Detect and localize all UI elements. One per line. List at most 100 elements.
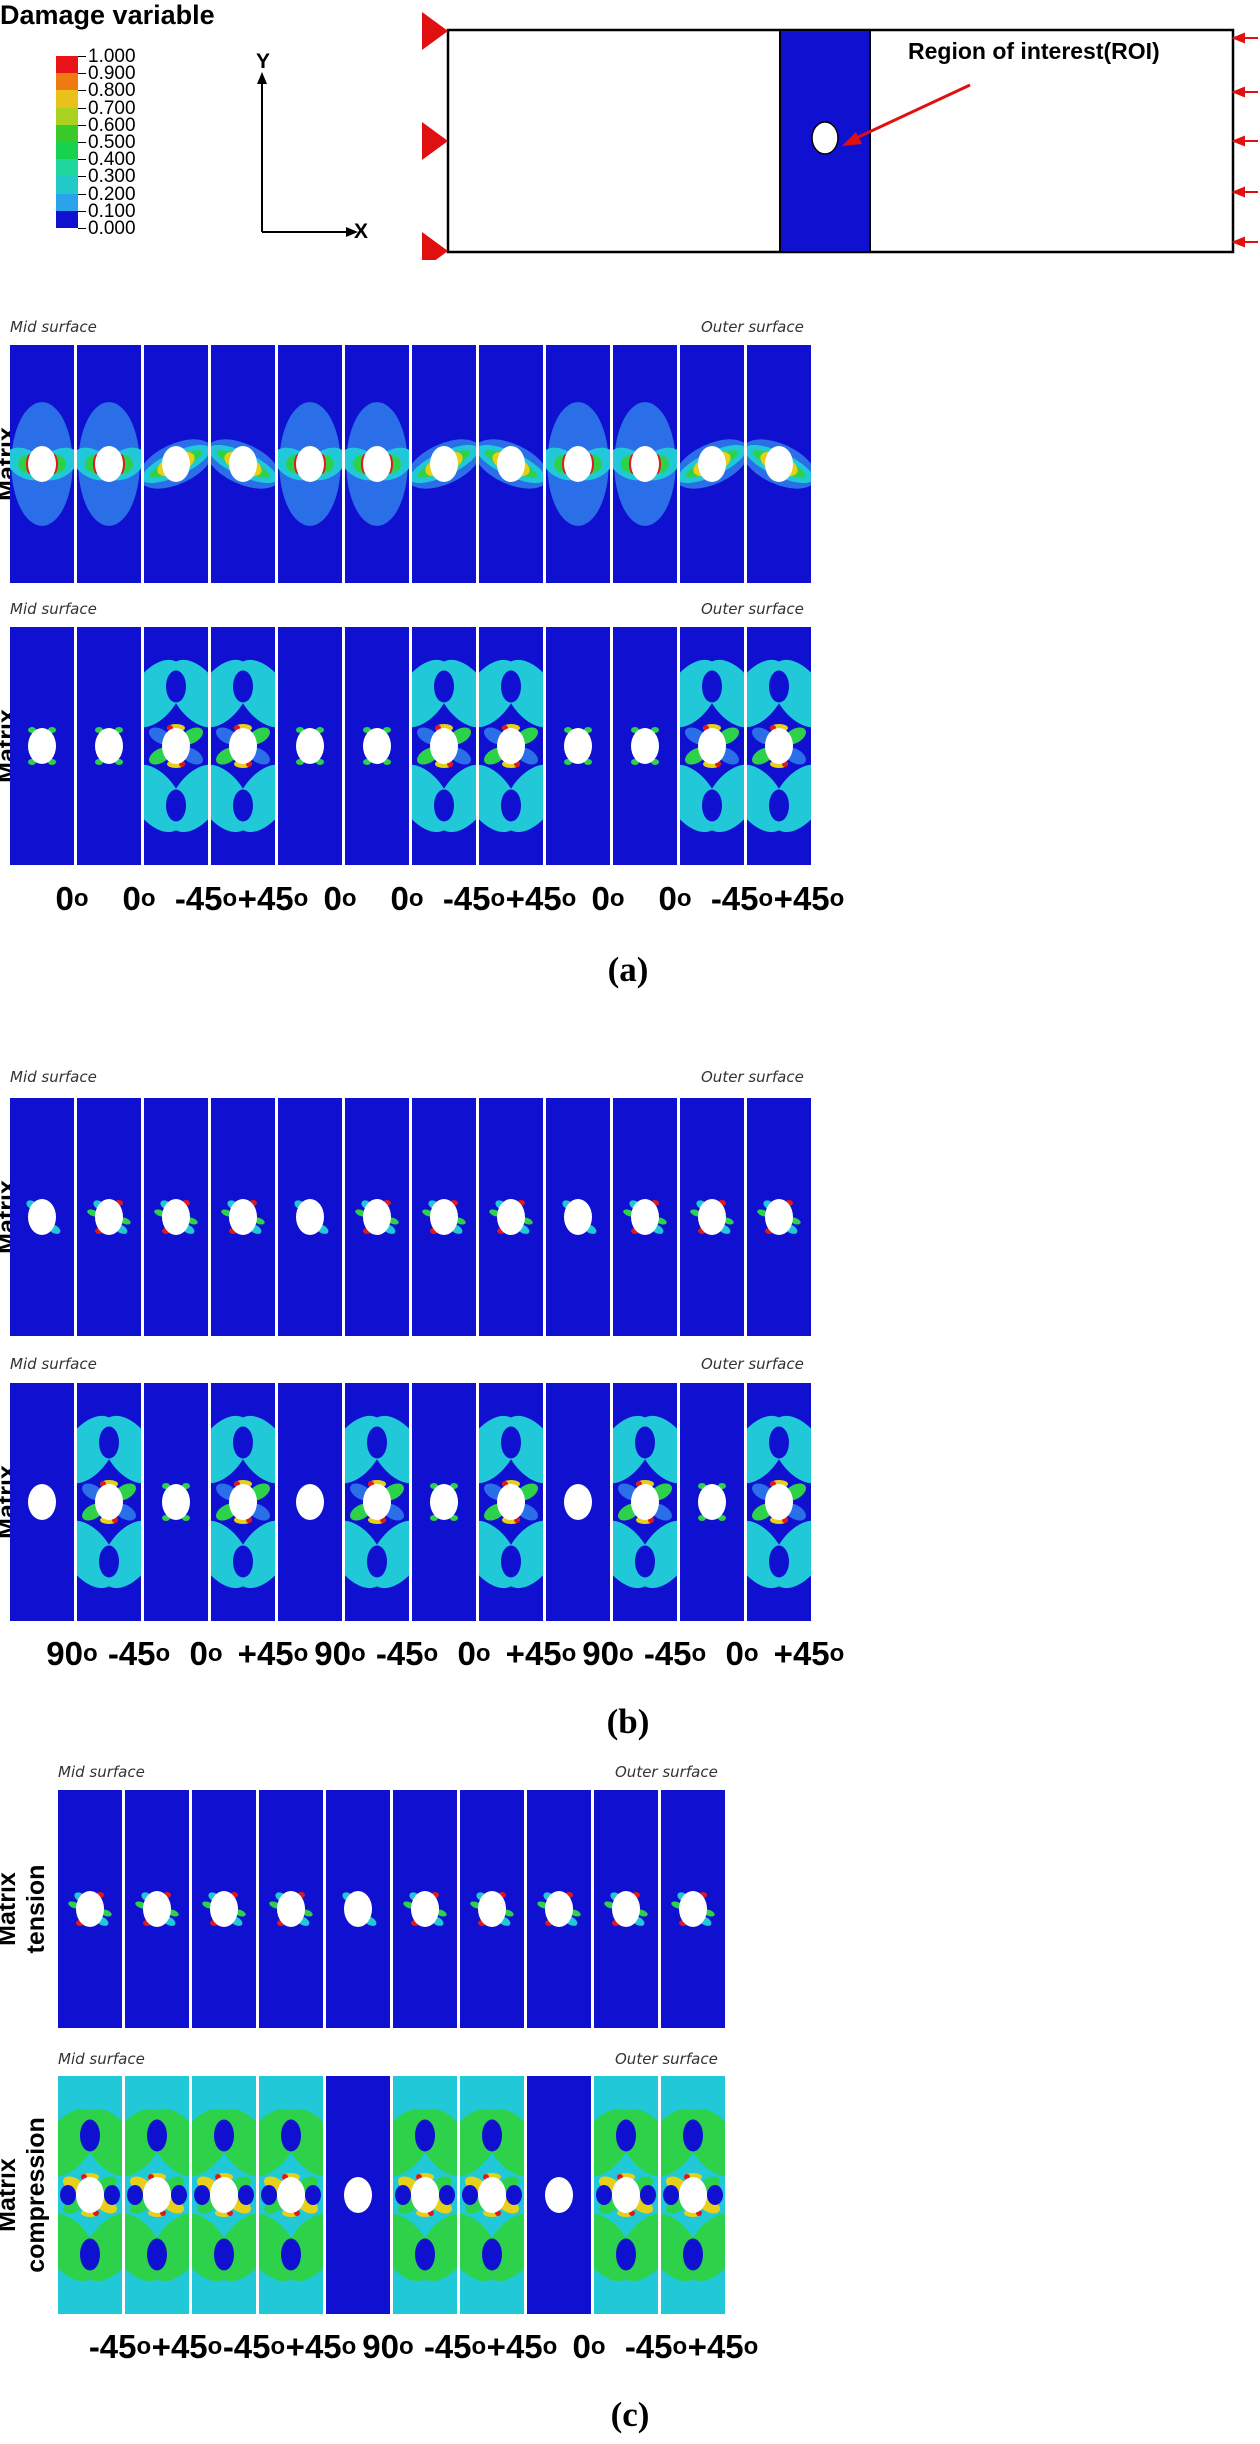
ply-angle-label: -45o: [107, 1635, 171, 1672]
legend-label: 0.000: [88, 218, 136, 239]
legend-swatch: [56, 159, 78, 177]
compression-contour-cell: [747, 1383, 811, 1621]
outer-surface-label: Outer surface: [615, 2050, 718, 2068]
mid-surface-label: Mid surface: [58, 2050, 145, 2068]
tension-contour-cell: [125, 1790, 189, 2028]
ply-angle-label: -45o: [423, 2328, 487, 2365]
legend-label: 1.000: [88, 46, 136, 67]
compression-contour-cell: [613, 1383, 677, 1621]
legend-swatch: [56, 90, 78, 108]
ply-angle-label: 90o: [46, 1635, 98, 1672]
tension-contour-cell: [613, 345, 677, 583]
tension-contour-cell: [259, 1790, 323, 2028]
compression-contour-cell: [527, 2076, 591, 2314]
compression-contour-cell: [326, 2076, 390, 2314]
tension-contour-cell: [144, 1098, 208, 1336]
legend-swatch: [56, 73, 78, 91]
ply-angle-label: 0o: [725, 1635, 759, 1672]
x-axis-label: X: [354, 220, 369, 243]
tension-contour-cell: [345, 345, 409, 583]
ply-angle-label: 90o: [314, 1635, 366, 1672]
compression-contour-cell: [144, 1383, 208, 1621]
ply-angle-label: 0o: [122, 880, 156, 917]
compression-contour-cell: [278, 1383, 342, 1621]
ply-angle-label: +45o: [773, 1635, 845, 1672]
tension-contour-cell: [546, 1098, 610, 1336]
ply-angle-label: -45o: [88, 2328, 152, 2365]
tension-contour-cell: [77, 345, 141, 583]
mid-surface-label: Mid surface: [58, 1763, 145, 1781]
ply-angle-label: +45o: [151, 2328, 223, 2365]
tension-contour-cell: [479, 1098, 543, 1336]
compression-contour-cell: [77, 627, 141, 865]
compression-contour-row: [10, 627, 811, 865]
tension-contour-cell: [412, 1098, 476, 1336]
ply-angle-label: -45o: [710, 880, 774, 917]
mid-surface-label: Mid surface: [10, 1068, 97, 1086]
support-triangle-icon: [422, 232, 448, 260]
legend-swatch: [56, 210, 78, 228]
compression-contour-cell: [594, 2076, 658, 2314]
ply-angle-label: +45o: [237, 1635, 309, 1672]
compression-contour-cell: [412, 1383, 476, 1621]
tension-contour-cell: [211, 345, 275, 583]
tension-contour-cell: [479, 345, 543, 583]
ply-angle-label: +45o: [505, 1635, 577, 1672]
tension-contour-cell: [58, 1790, 122, 2028]
compression-contour-cell: [680, 1383, 744, 1621]
tension-contour-cell: [326, 1790, 390, 2028]
compression-contour-cell: [479, 627, 543, 865]
legend-swatch: [56, 107, 78, 125]
compression-contour-cell: [125, 2076, 189, 2314]
ply-angle-label: 0o: [572, 2328, 606, 2365]
tension-contour-cell: [460, 1790, 524, 2028]
compression-contour-row: [58, 2076, 725, 2314]
tension-contour-cell: [211, 1098, 275, 1336]
ply-angle-label: 0o: [390, 880, 424, 917]
ply-angle-label: 0o: [457, 1635, 491, 1672]
ply-angle-label: -45o: [375, 1635, 439, 1672]
tension-contour-cell: [10, 345, 74, 583]
legend-swatch: [56, 56, 78, 74]
compression-contour-cell: [144, 627, 208, 865]
roi-arrow-icon: [842, 83, 971, 146]
damage-legend: 1.000 0.900 0.800 0.700 0.600 0.500 0.400 0.300…: [56, 47, 256, 276]
legend-label: 0.400: [88, 149, 136, 171]
compression-contour-cell: [259, 2076, 323, 2314]
compression-contour-cell: [10, 627, 74, 865]
y-axis-label: Y: [256, 50, 271, 73]
ply-angle-label: -45o: [624, 2328, 688, 2365]
ply-angle-label: 0o: [591, 880, 625, 917]
compression-contour-cell: [460, 2076, 524, 2314]
support-triangle-icon: [422, 122, 448, 160]
tension-contour-cell: [680, 345, 744, 583]
tension-contour-row: [10, 1098, 811, 1336]
ply-angle-label: 0o: [55, 880, 89, 917]
compression-contour-cell: [680, 627, 744, 865]
compression-contour-cell: [77, 1383, 141, 1621]
ply-angle-label: 90o: [582, 1635, 634, 1672]
tension-contour-cell: [144, 345, 208, 583]
tension-contour-cell: [192, 1790, 256, 2028]
roi-label: Region of interest(ROI): [908, 38, 1160, 64]
ply-angle-label: +45o: [505, 880, 577, 917]
compression-contour-cell: [546, 627, 610, 865]
ply-angle-label: +45o: [285, 2328, 357, 2365]
compression-contour-cell: [393, 2076, 457, 2314]
mid-surface-label: Mid surface: [10, 318, 97, 336]
compression-contour-cell: [479, 1383, 543, 1621]
tension-contour-cell: [747, 345, 811, 583]
tension-contour-cell: [594, 1790, 658, 2028]
panel-caption: (b): [606, 1702, 650, 1741]
load-arrows: [1231, 32, 1258, 248]
tension-contour-cell: [412, 345, 476, 583]
tension-contour-row: [58, 1790, 725, 2028]
ply-angle-label: +45o: [773, 880, 845, 917]
hole-icon: [811, 121, 839, 155]
compression-contour-cell: [192, 2076, 256, 2314]
mid-surface-label: Mid surface: [10, 1355, 97, 1373]
compression-contour-cell: [58, 2076, 122, 2314]
legend-swatch: [56, 142, 78, 160]
legend-label: 0.600: [88, 114, 136, 136]
